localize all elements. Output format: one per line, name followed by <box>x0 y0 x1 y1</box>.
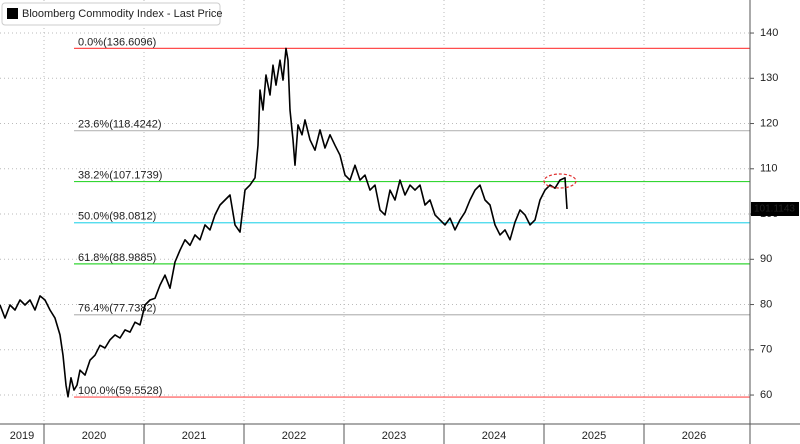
y-tick-label: 90 <box>760 253 772 265</box>
y-tick-label: 130 <box>760 72 778 84</box>
legend-swatch <box>7 8 18 19</box>
last-price-box <box>751 201 799 216</box>
axes: 6070809010011012013014020192020202120222… <box>10 27 799 444</box>
fib-label: 38.2%(107.1739) <box>78 169 162 181</box>
fib-label: 76.4%(77.7382) <box>78 303 156 315</box>
fib-levels: 0.0%(136.6096) 23.6%(118.4242) 38.2%(107.1… <box>74 36 750 398</box>
y-tick-label: 80 <box>760 298 772 310</box>
x-tick-label: 2019 <box>10 430 34 442</box>
x-tick-label: 2024 <box>482 430 506 442</box>
x-tick-label: 2021 <box>182 430 206 442</box>
x-tick-label: 2023 <box>382 430 406 442</box>
series <box>0 47 568 398</box>
last-price-label: 101.1143 <box>754 204 795 215</box>
grid <box>0 0 750 424</box>
fib-label: 100.0%(59.5528) <box>78 385 162 397</box>
y-tick-label: 60 <box>760 389 772 401</box>
x-tick-label: 2026 <box>682 430 706 442</box>
annotation-ellipse <box>543 173 577 189</box>
legend-label: Bloomberg Commodity Index - Last Price <box>22 8 223 20</box>
fib-label: 50.0%(98.0812) <box>78 211 156 223</box>
y-tick-label: 120 <box>760 117 778 129</box>
fib-label: 23.6%(118.4242) <box>78 119 162 131</box>
y-tick-label: 140 <box>760 27 778 39</box>
x-tick-label: 2025 <box>582 430 606 442</box>
legend-box <box>1 2 221 26</box>
x-tick-label: 2022 <box>282 430 306 442</box>
y-tick-label: 110 <box>760 163 778 175</box>
price-line <box>0 47 568 398</box>
x-tick-label: 2020 <box>82 430 106 442</box>
fib-label: 0.0%(136.6096) <box>78 36 156 48</box>
fib-label: 61.8%(88.9885) <box>78 252 156 264</box>
y-tick-label: 70 <box>760 344 772 356</box>
